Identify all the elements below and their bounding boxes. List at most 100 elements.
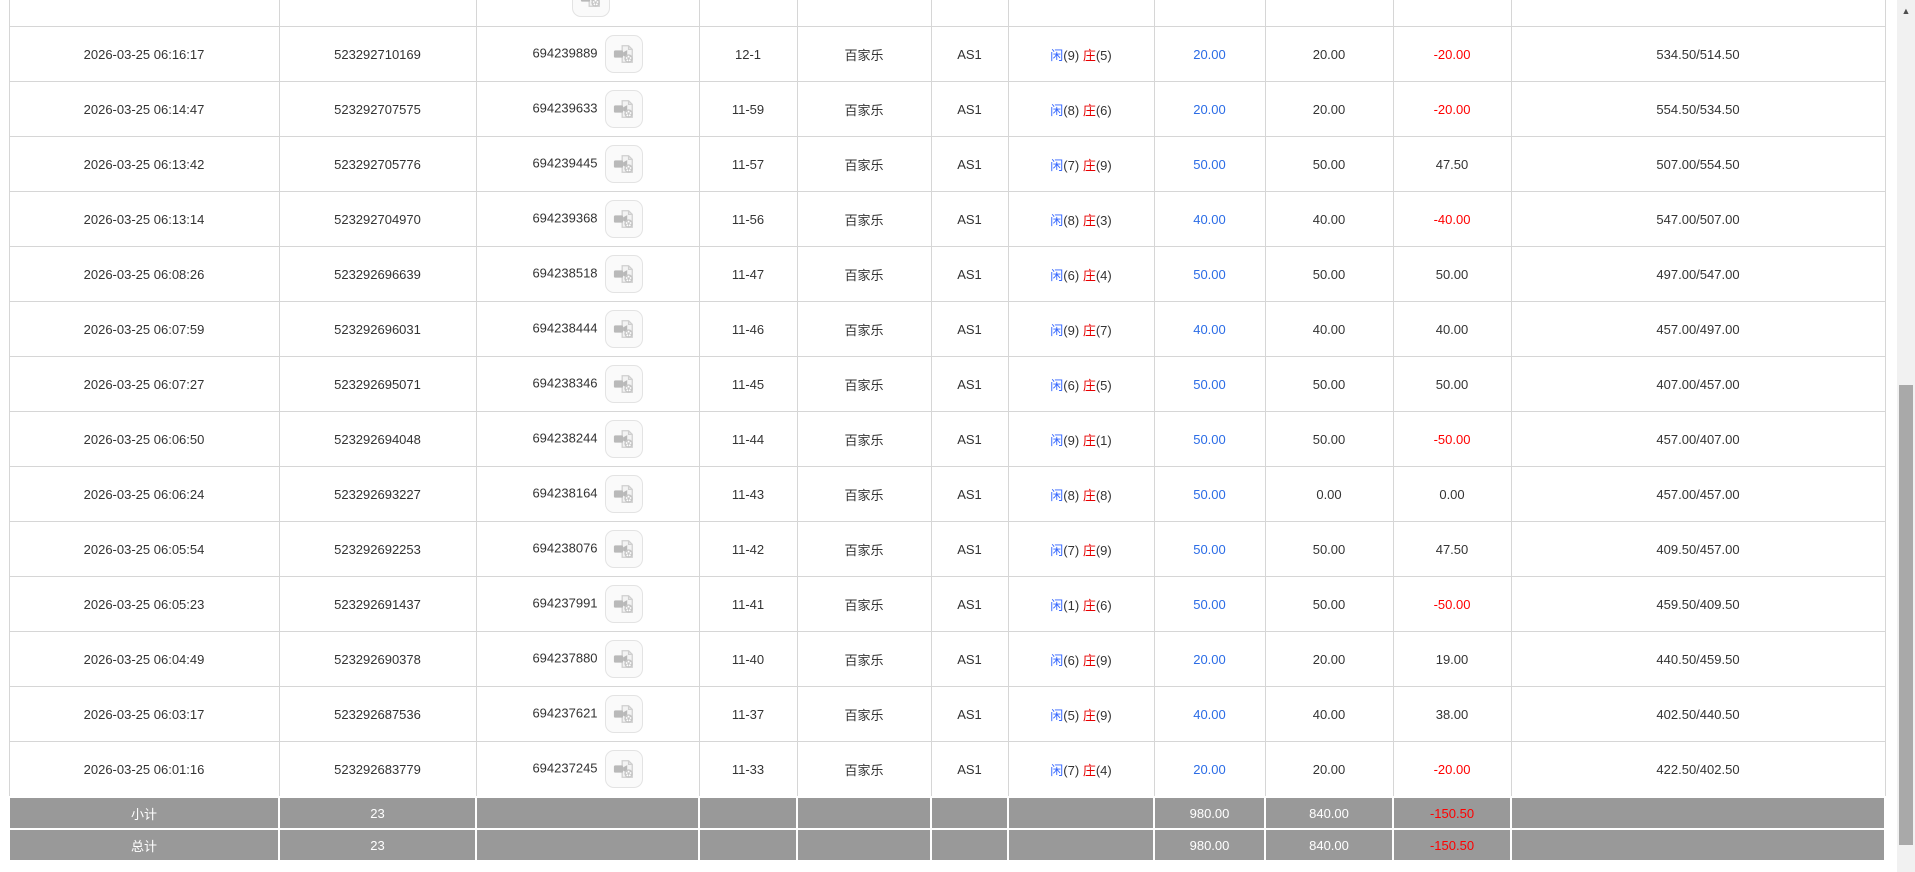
game-result: 闲(8) 庄(8) [1007, 466, 1155, 522]
game-result: 闲(7) 庄(9) [1007, 521, 1155, 577]
video-replay-button[interactable] [604, 310, 643, 348]
video-replay-button[interactable] [604, 200, 643, 238]
scrollbar-thumb[interactable] [1899, 385, 1913, 845]
total-winloss: -150.50 [1392, 828, 1512, 862]
bet-amount-link[interactable]: 20.00 [1193, 46, 1226, 62]
valid-amount: 50.00 [1264, 411, 1394, 467]
video-replay-button[interactable] [604, 35, 643, 73]
table-name: AS1 [930, 686, 1009, 742]
win-loss: -40.00 [1392, 191, 1512, 247]
game-id: 694237621 [532, 705, 598, 721]
player-score: (7) [1063, 157, 1080, 173]
bet-amount-link[interactable]: 50.00 [1193, 541, 1226, 557]
round-number: 11-37 [698, 686, 798, 742]
table-row: 2026-03-25 06:07:59 523292696031 6942384… [8, 301, 1886, 357]
player-label: 闲 [1050, 762, 1064, 778]
video-replay-button[interactable] [604, 475, 643, 513]
video-replay-icon [613, 375, 633, 393]
table-name: AS1 [930, 246, 1009, 302]
win-loss: 38.00 [1392, 686, 1512, 742]
game-name: 百家乐 [796, 741, 932, 798]
summary-body: 小计 23 980.00 840.00 -150.50 总计 23 980.00… [8, 796, 1886, 862]
bet-time: 2026-03-25 06:07:27 [8, 356, 280, 412]
video-replay-icon [613, 45, 633, 63]
game-name: 百家乐 [796, 81, 932, 137]
table-name: AS1 [930, 466, 1009, 522]
bet-amount-link[interactable]: 50.00 [1193, 266, 1226, 282]
banker-score: (6) [1095, 597, 1112, 613]
bet-amount-link[interactable]: 40.00 [1193, 321, 1226, 337]
subtotal-row: 小计 23 980.00 840.00 -150.50 [8, 796, 1886, 830]
table-name: AS1 [930, 81, 1009, 137]
video-replay-icon [613, 430, 633, 448]
order-id: 523292710169 [278, 26, 477, 82]
bet-amount-link[interactable]: 50.00 [1193, 486, 1226, 502]
game-name: 百家乐 [796, 631, 932, 687]
game-id: 694239889 [532, 45, 598, 61]
valid-amount: 50.00 [1264, 576, 1394, 632]
bet-amount-link[interactable]: 40.00 [1193, 706, 1226, 722]
video-replay-button[interactable] [604, 640, 643, 678]
win-loss: -50.00 [1392, 411, 1512, 467]
game-result: 闲(5) 庄(9) [1007, 686, 1155, 742]
bet-amount-link[interactable]: 20.00 [1193, 101, 1226, 117]
player-label: 闲 [1050, 322, 1064, 338]
bet-amount-link[interactable]: 50.00 [1193, 431, 1226, 447]
bet-time: 2026-03-25 06:14:47 [8, 81, 280, 137]
bet-time: 2026-03-25 06:01:16 [8, 741, 280, 798]
table-row: 2026-03-25 06:06:50 523292694048 6942382… [8, 411, 1886, 467]
video-replay-button[interactable] [604, 585, 643, 623]
bet-time: 2026-03-25 06:08:26 [8, 246, 280, 302]
game-id: 694237880 [532, 650, 598, 666]
video-replay-button[interactable] [604, 750, 643, 788]
video-replay-button[interactable] [604, 90, 643, 128]
video-replay-icon [580, 0, 600, 7]
bet-amount-link[interactable]: 20.00 [1193, 651, 1226, 667]
table-name: AS1 [930, 741, 1009, 798]
game-name: 百家乐 [796, 301, 932, 357]
banker-label: 庄 [1082, 707, 1096, 723]
balance: 507.00/554.50 [1510, 136, 1886, 192]
game-name: 百家乐 [796, 411, 932, 467]
banker-score: (4) [1095, 267, 1112, 283]
balance: 547.00/507.00 [1510, 191, 1886, 247]
table-name: AS1 [930, 356, 1009, 412]
valid-amount: 50.00 [1264, 521, 1394, 577]
subtotal-count: 23 [278, 796, 477, 830]
vertical-scrollbar[interactable]: ▲ [1897, 0, 1915, 872]
game-result: 闲(9) 庄(7) [1007, 301, 1155, 357]
win-loss: 19.00 [1392, 631, 1512, 687]
banker-label: 庄 [1082, 47, 1096, 63]
bet-amount-link[interactable]: 50.00 [1193, 596, 1226, 612]
player-score: (5) [1063, 707, 1080, 723]
round-number: 11-43 [698, 466, 798, 522]
video-replay-button[interactable] [604, 365, 643, 403]
order-id: 523292683779 [278, 741, 477, 798]
bet-amount-link[interactable]: 40.00 [1193, 211, 1226, 227]
video-replay-button[interactable] [604, 420, 643, 458]
video-replay-icon [613, 595, 633, 613]
scroll-up-arrow[interactable]: ▲ [1901, 6, 1911, 16]
player-label: 闲 [1050, 707, 1064, 723]
banker-label: 庄 [1082, 157, 1096, 173]
round-number: 11-57 [698, 136, 798, 192]
win-loss: 50.00 [1392, 246, 1512, 302]
video-replay-button[interactable] [604, 145, 643, 183]
video-replay-button[interactable] [604, 695, 643, 733]
bet-amount-link[interactable]: 50.00 [1193, 376, 1226, 392]
bet-amount-link[interactable]: 20.00 [1193, 761, 1226, 777]
bet-time: 2026-03-25 06:04:49 [8, 631, 280, 687]
video-replay-button[interactable] [572, 0, 610, 17]
round-number: 11-44 [698, 411, 798, 467]
round-number: 11-56 [698, 191, 798, 247]
win-loss: 0.00 [1392, 466, 1512, 522]
bet-amount-link[interactable]: 50.00 [1193, 156, 1226, 172]
video-replay-button[interactable] [604, 530, 643, 568]
table-row: 2026-03-25 06:01:16 523292683779 6942372… [8, 741, 1886, 798]
video-replay-button[interactable] [604, 255, 643, 293]
order-id: 523292695071 [278, 356, 477, 412]
game-id: 694239633 [532, 100, 598, 116]
round-number: 11-45 [698, 356, 798, 412]
banker-score: (7) [1095, 322, 1112, 338]
table-row: 2026-03-25 06:07:27 523292695071 6942383… [8, 356, 1886, 412]
